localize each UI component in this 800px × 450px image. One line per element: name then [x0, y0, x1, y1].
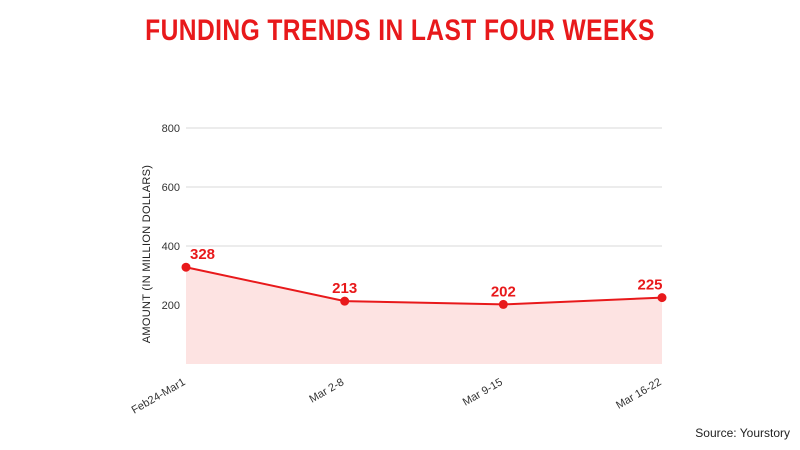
data-label: 213 [332, 280, 357, 297]
y-tick-label: 600 [162, 182, 180, 194]
x-tick-labels: Feb24-Mar1 Mar 2-8 Mar 9-15 Mar 16-22 [130, 376, 664, 416]
y-tick-labels: 200 400 600 800 [162, 123, 180, 312]
chart-title: FUNDING TRENDS IN LAST FOUR WEEKS [145, 14, 655, 47]
x-tick-label: Feb24-Mar1 [130, 376, 188, 416]
y-tick-label: 400 [162, 241, 180, 253]
data-points [181, 262, 667, 309]
data-point [657, 293, 667, 303]
x-tick-label: Mar 16-22 [614, 376, 663, 411]
grid-lines [186, 127, 662, 306]
y-tick-label: 200 [162, 300, 180, 312]
data-point [498, 299, 508, 309]
area-fill [186, 267, 662, 364]
x-tick-label: Mar 2-8 [307, 376, 346, 405]
data-label: 328 [190, 246, 215, 263]
data-label: 225 [637, 277, 662, 294]
y-axis-label: AMOUNT (IN MILLION DOLLARS) [141, 165, 153, 343]
data-label: 202 [491, 283, 516, 300]
data-labels: 328 213 202 225 [190, 246, 663, 300]
series-line-path [185, 266, 663, 306]
x-tick-label: Mar 9-15 [461, 376, 505, 408]
source-note: Source: Yourstory [695, 426, 790, 440]
data-point [340, 296, 350, 306]
area-fill-shape [186, 267, 662, 364]
series-line [185, 266, 663, 306]
data-point [181, 262, 191, 272]
y-tick-label: 800 [162, 123, 180, 135]
